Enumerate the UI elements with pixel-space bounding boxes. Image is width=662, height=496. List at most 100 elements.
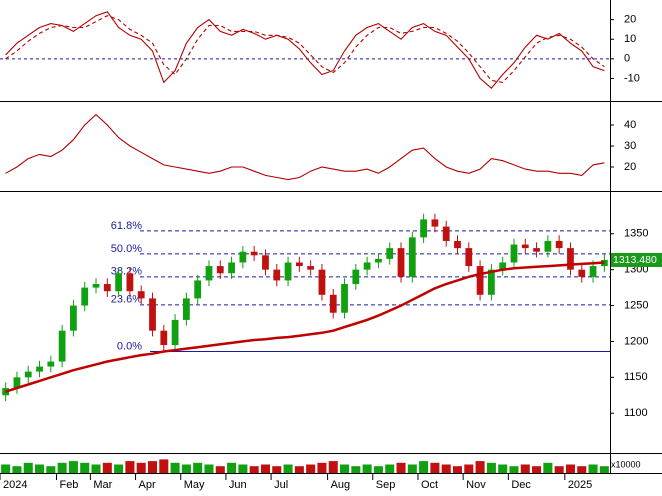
candle-body: [533, 248, 540, 252]
volume-bar: [509, 466, 519, 473]
volume-bar: [46, 466, 56, 473]
volume-bar: [272, 466, 282, 473]
candle-body: [408, 237, 416, 277]
candle-body: [386, 248, 394, 259]
candle-body: [307, 266, 315, 270]
y-tick-label: 30: [624, 140, 636, 152]
volume-bar: [114, 464, 124, 473]
series-line: [5, 113, 605, 181]
volume-bar: [12, 466, 22, 473]
candle-body: [544, 240, 552, 252]
candle-body: [160, 330, 168, 346]
volume-bar: [362, 464, 372, 473]
x-tick-label: Apr: [139, 479, 156, 491]
y-tick-label: 0: [624, 53, 630, 65]
volume-bar: [147, 461, 158, 473]
volume-bar: [351, 466, 361, 473]
candle-body: [420, 219, 427, 238]
volume-bar: [80, 462, 90, 473]
candle-body: [70, 305, 77, 331]
series-line: [5, 261, 605, 393]
candle-body: [465, 248, 473, 267]
x-tick-label: Sep: [376, 479, 396, 491]
volume-bar: [588, 464, 598, 473]
candle-body: [205, 266, 213, 281]
volume-bar: [170, 462, 180, 473]
volume-bar: [283, 464, 293, 473]
series-line: [5, 11, 605, 89]
candle-body: [47, 361, 55, 367]
candle-body: [363, 262, 371, 270]
volume-bar: [385, 464, 395, 473]
y-tick-label: 1350: [624, 228, 648, 240]
volume-bar: [181, 464, 191, 473]
y-tick-label: 10: [624, 33, 636, 45]
candle-body: [521, 244, 529, 249]
candle-body: [216, 266, 224, 274]
volume-bar: [452, 466, 463, 473]
volume-bar: [260, 464, 270, 473]
y-tick-label: 1100: [624, 407, 648, 419]
fib-label: 50.0%: [111, 243, 142, 255]
candle-body: [273, 269, 281, 281]
y-tick-label: 20: [624, 14, 636, 26]
volume-bar: [577, 466, 587, 473]
x-tick-label: Dec: [511, 479, 531, 491]
candle-body: [228, 262, 235, 274]
volume-bar: [68, 461, 78, 473]
candle-body: [329, 294, 337, 313]
volume-bar: [543, 462, 553, 473]
x-tick-label: Aug: [331, 479, 351, 491]
volume-bar: [430, 462, 440, 473]
candle-body: [92, 284, 100, 288]
candle-body: [36, 366, 43, 372]
candle-body: [81, 287, 89, 306]
volume-bar: [249, 466, 259, 473]
candle-body: [431, 219, 439, 227]
x-tick-label: Jul: [274, 479, 288, 491]
y-tick-label: 1150: [624, 371, 648, 383]
candle-body: [397, 248, 405, 277]
x-tick-label: Feb: [59, 479, 78, 491]
volume-bar: [35, 464, 45, 473]
candle-body: [137, 291, 145, 299]
volume-bar: [193, 462, 203, 473]
y-tick-label: 1250: [624, 299, 648, 311]
x-tick-label: 2024: [3, 479, 27, 491]
volume-bar: [498, 464, 508, 473]
last-price-label: 1313.480: [613, 254, 657, 266]
candle-body: [103, 284, 111, 292]
candle-body: [341, 284, 348, 313]
candle-body: [499, 262, 507, 270]
volume-bar: [57, 462, 67, 473]
volume-bar: [159, 459, 169, 473]
candle-body: [58, 330, 66, 362]
candle-body: [589, 266, 597, 277]
volume-bar: [23, 462, 33, 473]
volume-bar: [419, 461, 429, 473]
candle-body: [555, 240, 563, 249]
y-tick-label: 20: [624, 161, 636, 173]
x-tick-label: Jun: [229, 479, 247, 491]
volume-bar: [441, 464, 451, 473]
volume-bar: [565, 464, 575, 473]
volume-bar: [227, 462, 237, 473]
volume-bar: [486, 462, 496, 473]
volume-bar: [306, 464, 316, 473]
volume-bar: [520, 464, 530, 473]
candle-body: [488, 269, 495, 295]
volume-bar: [340, 464, 350, 473]
volume-bar: [204, 464, 214, 473]
candle-body: [149, 298, 156, 331]
volume-bar: [294, 466, 304, 473]
candle-body: [262, 255, 269, 270]
x-tick-label: Nov: [466, 479, 486, 491]
fib-label: 61.8%: [111, 220, 142, 232]
candle-body: [442, 226, 450, 241]
candle-body: [510, 244, 518, 263]
candle-body: [578, 269, 586, 277]
candle-body: [295, 262, 303, 267]
volume-bar: [238, 464, 248, 473]
